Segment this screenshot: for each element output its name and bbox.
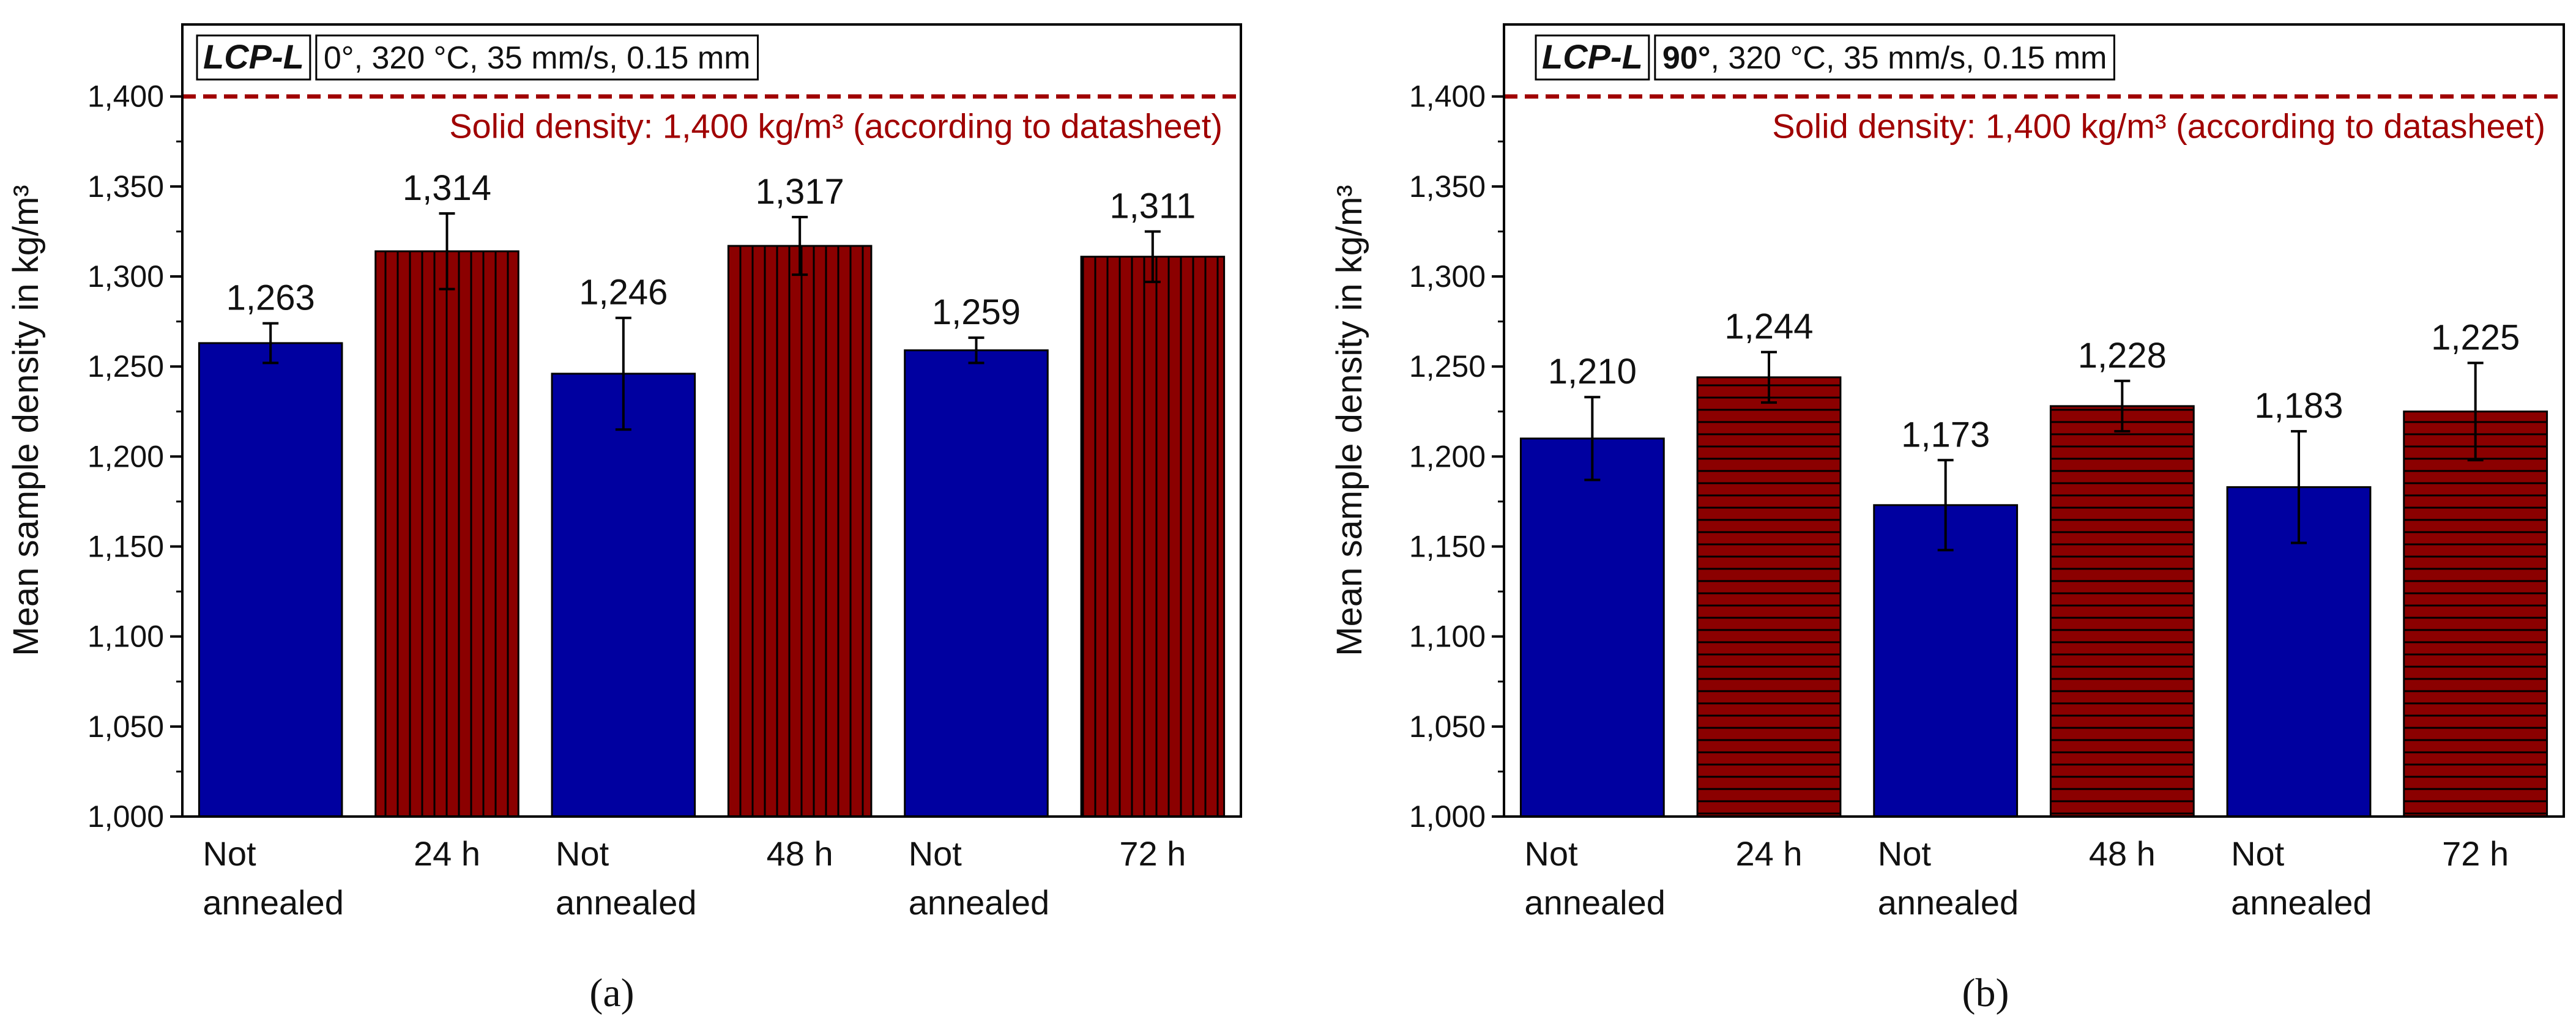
- y-tick-label: 1,000: [87, 799, 164, 834]
- y-tick-label: 1,300: [87, 259, 164, 294]
- bar-not-annealed: [551, 372, 696, 818]
- bar-annealed: [1696, 376, 1842, 818]
- bar-annealed: [1080, 256, 1226, 818]
- panel-label: (b): [1962, 971, 2009, 1015]
- data-label: 1,225: [2431, 317, 2520, 357]
- title-orientation: 0°: [324, 40, 354, 76]
- title-box: LCP-L 0°, 320 °C, 35 mm/s, 0.15 mm: [196, 34, 759, 81]
- title-material-box: [1535, 34, 1650, 81]
- title-parameters: , 320 °C, 35 mm/s, 0.15 mm: [354, 40, 751, 76]
- bar-not-annealed: [904, 349, 1049, 818]
- category-label: Not: [203, 834, 256, 873]
- y-tick-label: 1,050: [1409, 710, 1486, 744]
- title-material-box: [196, 34, 311, 81]
- y-tick-label: 1,300: [1409, 259, 1486, 294]
- y-tick-label: 1,200: [87, 439, 164, 473]
- data-label: 1,183: [2254, 386, 2343, 426]
- y-tick-label: 1,150: [87, 530, 164, 564]
- category-label: Not: [1524, 834, 1578, 873]
- data-label: 1,228: [2078, 336, 2167, 376]
- category-label: 72 h: [1119, 834, 1186, 873]
- y-tick-label: 1,350: [1409, 169, 1486, 204]
- bar-annealed: [2049, 405, 2195, 818]
- data-label: 1,263: [226, 278, 315, 318]
- y-tick-label: 1,250: [87, 349, 164, 383]
- reference-line-label: Solid density: 1,400 kg/m³ (according to…: [1772, 107, 2545, 146]
- data-label: 1,259: [932, 292, 1021, 332]
- category-label: 48 h: [2089, 834, 2156, 873]
- plot-frame: [181, 23, 1242, 818]
- y-axis-label: Mean sample density in kg/m³: [1330, 185, 1369, 656]
- data-label: 1,317: [756, 172, 844, 212]
- y-tick-label: 1,100: [1409, 620, 1486, 654]
- data-label: 1,314: [403, 168, 491, 208]
- plot-frame: [1503, 23, 2565, 818]
- title-material: LCP-L: [1542, 37, 1643, 76]
- data-label: 1,244: [1724, 307, 1813, 347]
- title-parameters: , 320 °C, 35 mm/s, 0.15 mm: [1711, 40, 2107, 76]
- chart-panel-a: 1,263 Not annealed 1,314 24 h 1,246 Not anneale…: [6, 23, 1242, 1015]
- title-params-box: [1654, 34, 2115, 81]
- bar-annealed: [374, 250, 519, 818]
- category-label: Not: [909, 834, 962, 873]
- data-label: 1,173: [1901, 415, 1990, 454]
- category-label: Not: [1878, 834, 1932, 873]
- chart-panel-b: 1,210 Not annealed 1,244 24 h 1,173 Not anneale…: [1330, 23, 2565, 1015]
- title-material: LCP-L: [203, 37, 304, 76]
- category-label: annealed: [2231, 883, 2372, 922]
- title-orientation: 90°: [1662, 40, 1711, 76]
- category-label: annealed: [909, 883, 1049, 922]
- y-tick-label: 1,350: [87, 169, 164, 204]
- reference-line-label: Solid density: 1,400 kg/m³ (according to…: [449, 107, 1223, 146]
- title-params: 0°, 320 °C, 35 mm/s, 0.15 mm: [324, 40, 751, 76]
- y-tick-label: 1,200: [1409, 439, 1486, 473]
- category-label: 72 h: [2442, 834, 2509, 873]
- category-label: annealed: [556, 883, 696, 922]
- y-axis-label: Mean sample density in kg/m³: [6, 185, 46, 656]
- title-box: LCP-L 90°, 320 °C, 35 mm/s, 0.15 mm: [1535, 34, 2115, 81]
- y-tick-label: 1,100: [87, 620, 164, 654]
- bar-not-annealed: [1873, 504, 2019, 818]
- y-tick-label: 1,150: [1409, 530, 1486, 564]
- y-tick-label: 1,400: [87, 80, 164, 114]
- title-params: 90°, 320 °C, 35 mm/s, 0.15 mm: [1662, 40, 2107, 76]
- y-tick-label: 1,400: [1409, 80, 1486, 114]
- bar-annealed: [727, 245, 873, 818]
- category-label: annealed: [1878, 883, 2019, 922]
- data-label: 1,311: [1109, 186, 1196, 226]
- category-label: annealed: [203, 883, 343, 922]
- y-tick-label: 1,250: [1409, 349, 1486, 383]
- category-label: 24 h: [414, 834, 480, 873]
- data-label: 1,246: [579, 273, 668, 313]
- y-tick-label: 1,050: [87, 710, 164, 744]
- category-label: Not: [2231, 834, 2285, 873]
- category-label: annealed: [1524, 883, 1665, 922]
- bar-not-annealed: [1519, 437, 1665, 818]
- data-label: 1,210: [1548, 352, 1637, 391]
- bar-annealed: [2403, 410, 2548, 818]
- title-params-box: [315, 34, 759, 81]
- category-label: 24 h: [1736, 834, 1803, 873]
- bar-not-annealed: [198, 342, 343, 818]
- y-tick-label: 1,000: [1409, 799, 1486, 834]
- category-label: Not: [556, 834, 609, 873]
- category-label: 48 h: [767, 834, 833, 873]
- panel-label: (a): [589, 971, 634, 1015]
